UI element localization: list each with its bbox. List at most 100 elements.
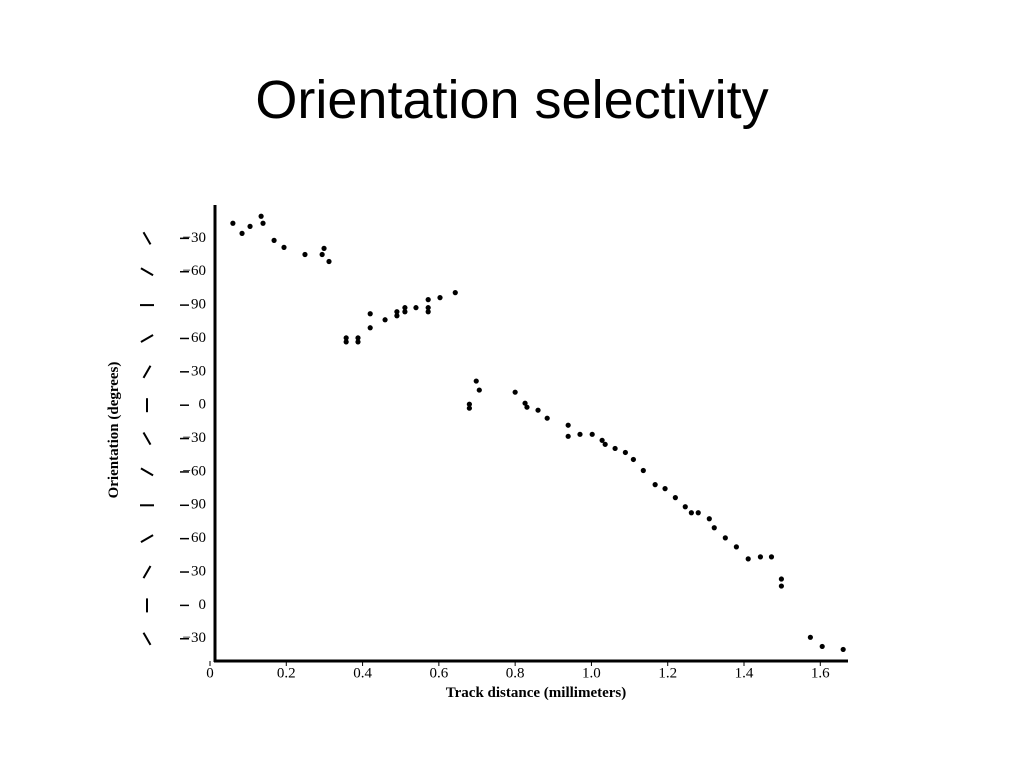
data-point (778, 576, 784, 582)
data-point (544, 415, 550, 421)
x-tick-label: 1.6 (811, 665, 830, 681)
y-tick-label: 30 (191, 363, 206, 379)
orientation-glyph (140, 534, 154, 544)
orientation-glyph (142, 365, 152, 379)
data-point (230, 220, 236, 226)
data-point (722, 535, 728, 541)
data-point (630, 456, 636, 463)
data-point (640, 467, 646, 474)
data-point (565, 433, 571, 439)
y-tick-label: 30 (191, 563, 206, 579)
data-point (768, 554, 775, 560)
orientation-glyph (140, 267, 154, 277)
y-tick-label: −30 (183, 230, 206, 246)
data-point (524, 404, 530, 410)
data-point (840, 646, 846, 653)
data-point (260, 220, 266, 226)
data-point (577, 431, 583, 437)
data-point (402, 305, 408, 311)
data-point (612, 445, 618, 452)
data-point (425, 305, 431, 311)
x-tick-label: 1.0 (582, 665, 601, 681)
data-point (247, 223, 253, 229)
data-point (343, 339, 349, 345)
data-point (535, 407, 541, 413)
y-tick-label: 0 (199, 597, 207, 613)
x-tick-label: 1.2 (658, 665, 677, 681)
data-point (602, 441, 608, 447)
data-point (652, 482, 658, 488)
orientation-glyph (142, 431, 152, 446)
data-point (321, 245, 327, 251)
data-point (466, 405, 472, 411)
data-point (239, 230, 245, 236)
x-tick-label: 0.8 (506, 665, 525, 681)
y-axis-label: Orientation (degrees) (106, 362, 122, 499)
data-point (622, 449, 628, 456)
y-tick-label: −60 (183, 263, 206, 279)
data-point (745, 556, 751, 562)
data-point (402, 309, 408, 315)
data-point (512, 389, 518, 395)
data-point (281, 244, 287, 250)
orientation-glyph (142, 565, 152, 579)
data-point (367, 311, 373, 317)
data-point (258, 213, 264, 219)
data-point (394, 309, 400, 315)
data-point (733, 544, 739, 550)
slide-title: Orientation selectivity (255, 70, 768, 130)
orientation-glyph (142, 632, 152, 646)
y-tick-label: 90 (191, 297, 206, 313)
x-tick-label: 0.6 (429, 665, 448, 681)
x-tick-label: 0 (206, 665, 214, 681)
data-point (466, 401, 472, 407)
data-point (757, 554, 764, 560)
orientation-glyph (140, 467, 154, 477)
data-point (326, 258, 332, 265)
data-point (367, 325, 373, 331)
x-tick-label: 0.2 (277, 665, 296, 681)
data-point (672, 495, 678, 501)
data-point (425, 297, 431, 303)
y-tick-label: 0 (199, 397, 207, 413)
data-point (706, 516, 712, 522)
data-point (452, 290, 458, 296)
y-tick-label: 60 (191, 530, 206, 546)
data-point (476, 387, 482, 393)
data-point (355, 339, 361, 345)
y-tick-label: −30 (183, 630, 206, 646)
data-point (425, 309, 431, 315)
data-point (599, 437, 605, 443)
data-point (819, 643, 825, 650)
orientation-glyph (140, 334, 154, 343)
orientation-glyph (142, 231, 152, 245)
data-point (343, 335, 349, 341)
y-tick-label: −60 (183, 463, 206, 479)
data-point (711, 525, 717, 531)
data-point (394, 313, 400, 319)
data-point (413, 305, 419, 311)
data-point (662, 486, 668, 492)
data-point (589, 431, 595, 437)
data-point (473, 378, 479, 384)
x-axis-label: Track distance (millimeters) (446, 685, 627, 701)
data-point (355, 335, 361, 341)
y-tick-label: 90 (191, 497, 206, 513)
y-tick-label: −30 (183, 430, 206, 446)
data-point (382, 317, 388, 323)
data-point (695, 510, 701, 516)
data-point (271, 237, 277, 243)
data-point (437, 295, 443, 301)
y-tick-label: 60 (191, 330, 206, 346)
data-point (302, 251, 308, 258)
x-tick-label: 0.4 (353, 665, 372, 681)
data-point (778, 583, 784, 589)
data-point (319, 251, 325, 258)
data-point (682, 504, 688, 510)
data-point (807, 634, 813, 640)
x-tick-label: 1.4 (735, 665, 754, 681)
data-point (688, 510, 694, 516)
data-point (565, 422, 571, 428)
data-point (522, 400, 528, 406)
